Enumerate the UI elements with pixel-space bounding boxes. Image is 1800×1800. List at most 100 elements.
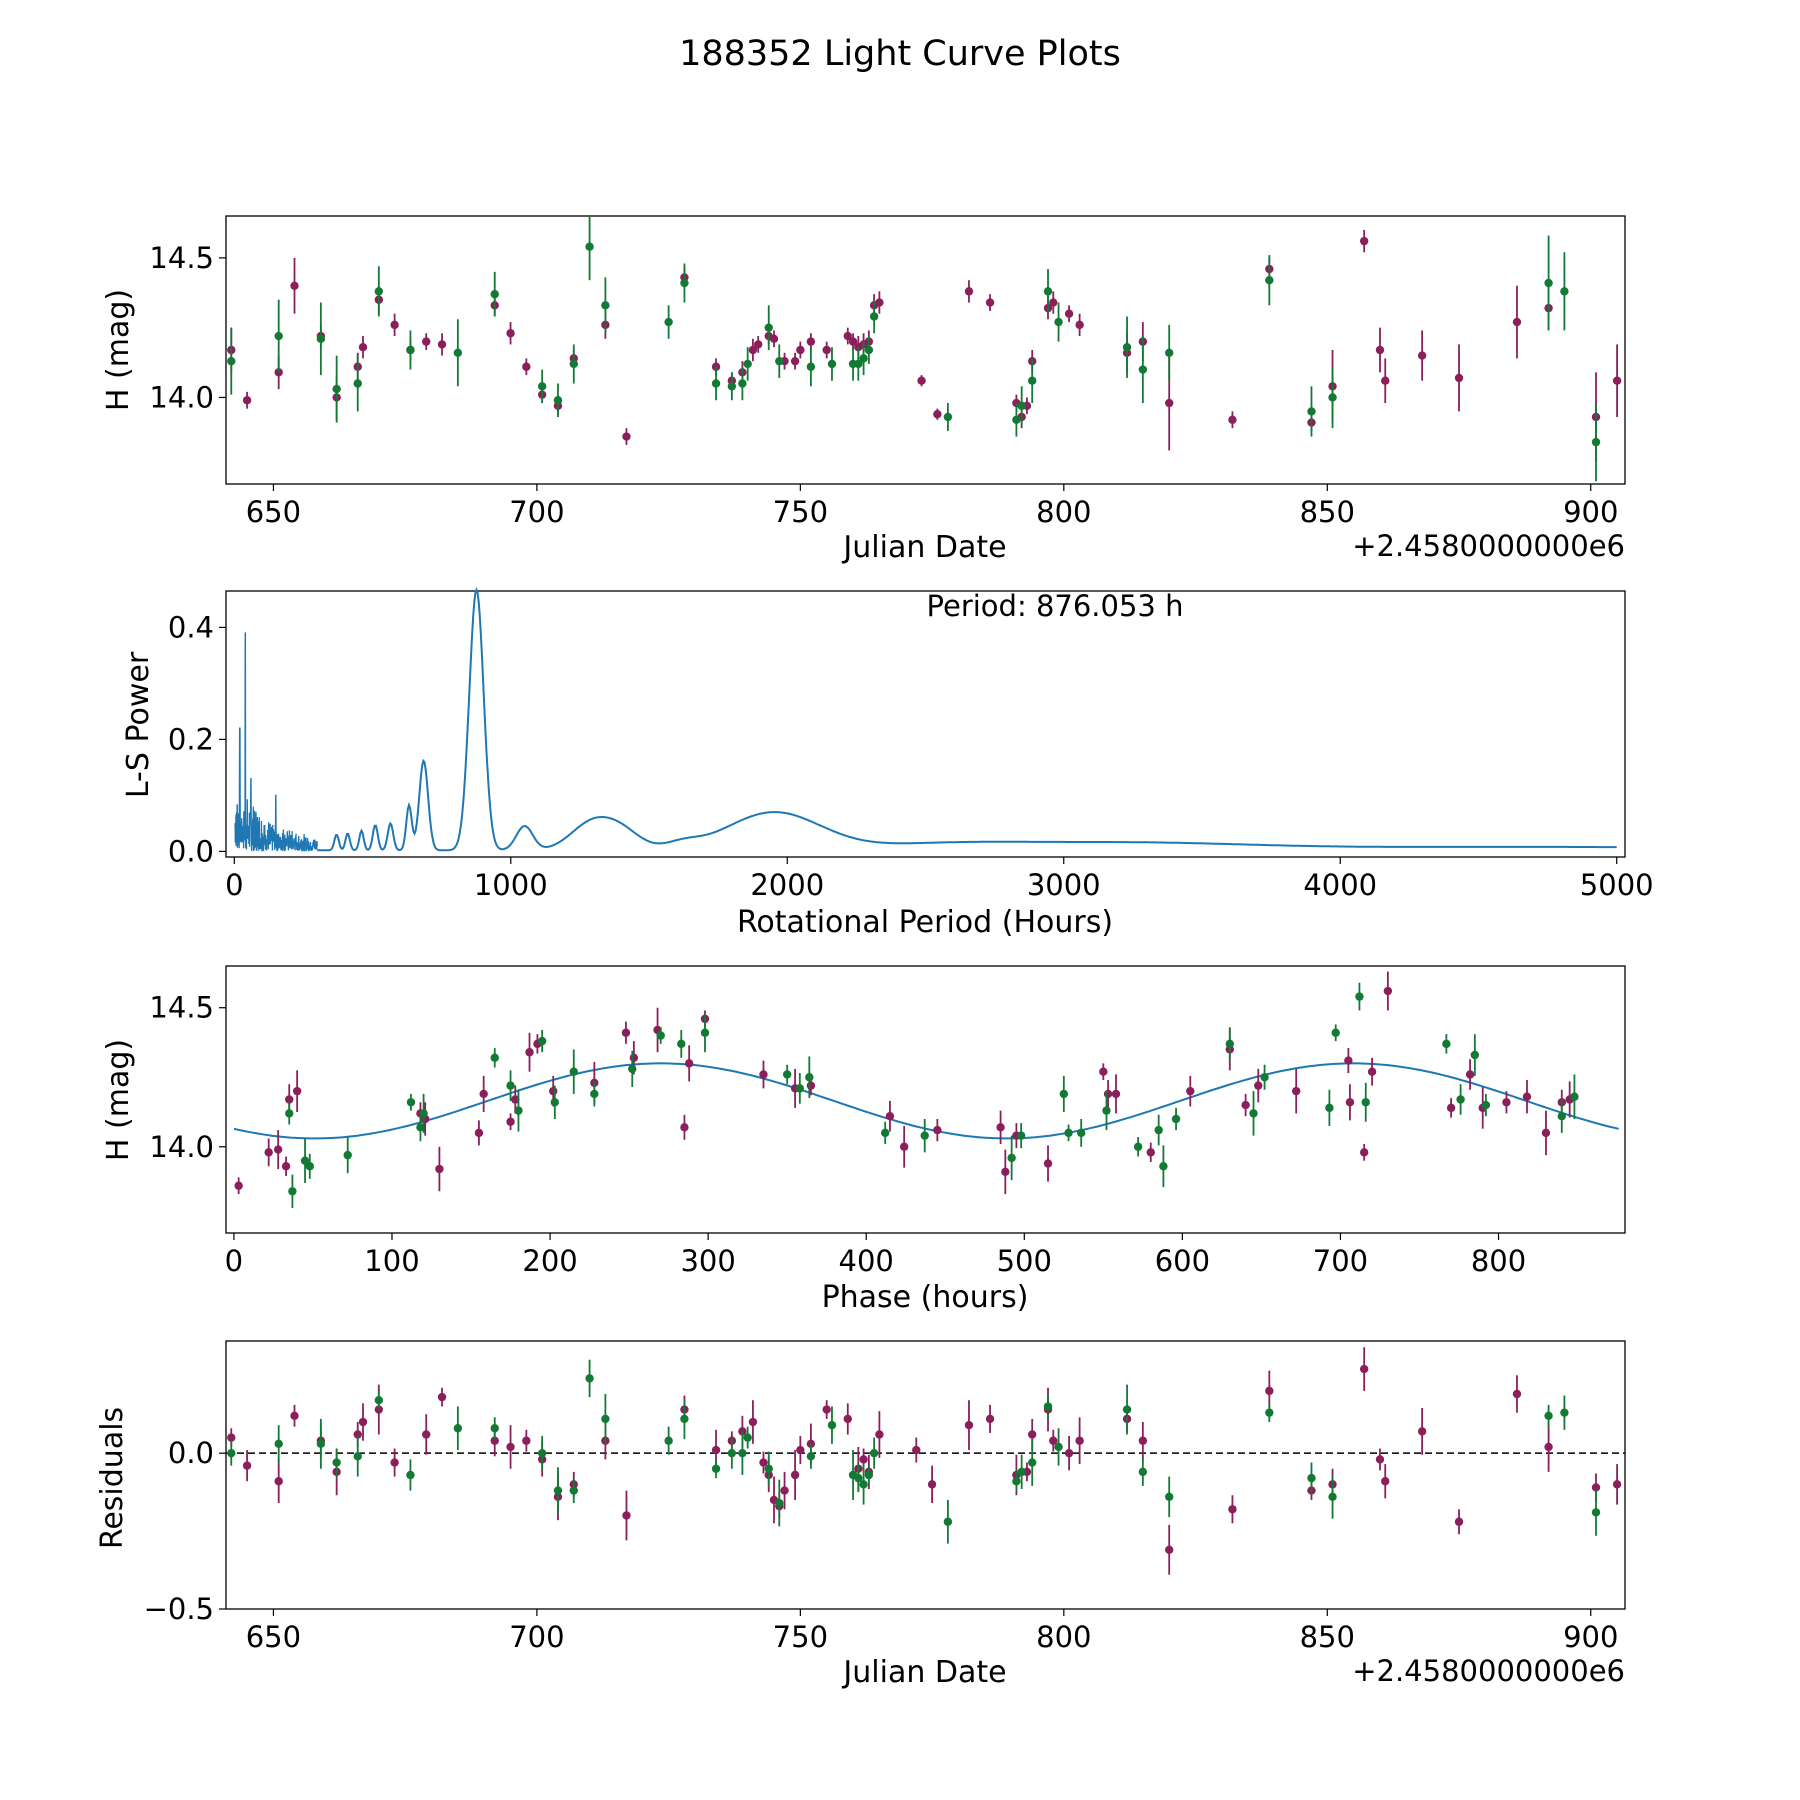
light-curve-point: [1043, 287, 1053, 296]
residuals-point: [353, 1452, 362, 1461]
residuals-point: [453, 1424, 463, 1433]
residuals-point: [964, 1420, 974, 1430]
light-curve-xtick-label: 850: [1300, 495, 1355, 529]
phase-folded-point: [1225, 1039, 1235, 1049]
phase-folded-point: [1456, 1095, 1465, 1104]
phase-folded-point: [1502, 1098, 1511, 1107]
light-curve-point: [1049, 298, 1058, 307]
periodogram-xtick-label: 4000: [1303, 868, 1377, 902]
light-curve-point: [806, 362, 816, 371]
phase-folded-point: [1007, 1153, 1016, 1163]
light-curve-point: [743, 359, 752, 369]
phase-folded-point: [1541, 1128, 1551, 1138]
light-curve-point: [353, 379, 362, 388]
residuals-point: [827, 1420, 837, 1430]
light-curve-point: [917, 376, 926, 385]
residuals-point: [790, 1470, 800, 1480]
phase-folded-xtick-label: 200: [522, 1244, 577, 1278]
residuals-point: [374, 1396, 384, 1405]
residuals-point: [1043, 1402, 1053, 1411]
light-curve-point: [274, 331, 283, 341]
phase-folded-point: [933, 1125, 942, 1135]
phase-folded-point: [288, 1187, 297, 1196]
phase-folded-point: [1111, 1089, 1121, 1099]
phase-folded-point: [1345, 1098, 1355, 1107]
light-curve-point: [748, 345, 758, 355]
phase-folded-point: [1260, 1073, 1269, 1082]
light-curve-ytick-label: 14.5: [149, 241, 214, 275]
light-curve-point: [537, 382, 547, 391]
phase-folded-point: [1133, 1142, 1143, 1151]
residuals-ytick-label: −0.5: [144, 1592, 214, 1626]
light-curve-point: [1612, 376, 1622, 385]
light-curve-point: [664, 317, 673, 327]
light-curve-point: [1165, 348, 1174, 357]
phase-folded-xtick-label: 600: [1155, 1244, 1210, 1278]
phase-folded-point: [885, 1111, 895, 1121]
residuals-point: [875, 1430, 884, 1439]
phase-folded-point: [419, 1109, 428, 1118]
phase-folded-ytick-label: 14.5: [149, 991, 214, 1025]
residuals-point: [664, 1436, 673, 1445]
phase-folded-point: [1102, 1106, 1111, 1115]
phase-folded-point: [1077, 1128, 1086, 1138]
residuals-point: [1012, 1477, 1021, 1486]
residuals-point: [585, 1374, 594, 1383]
residuals-point: [1122, 1405, 1132, 1414]
light-curve-point: [875, 298, 884, 307]
light-curve-point: [1138, 365, 1148, 374]
residuals-point: [1612, 1480, 1622, 1489]
residuals-xtick-label: 700: [509, 1620, 564, 1654]
residuals-point: [622, 1511, 631, 1520]
residuals-point: [506, 1442, 515, 1452]
residuals-point: [764, 1464, 773, 1473]
phase-folded-point: [1361, 1098, 1370, 1107]
phase-folded-point: [549, 1086, 558, 1096]
residuals-point: [1359, 1364, 1369, 1374]
phase-folded-point: [628, 1064, 637, 1074]
periodogram-xtick-label: 3000: [1027, 868, 1101, 902]
phase-folded-point: [1383, 986, 1393, 996]
phase-folded-point: [511, 1095, 520, 1104]
light-curve-point: [390, 320, 399, 330]
light-curve-point: [1165, 398, 1174, 408]
residuals-point: [227, 1448, 236, 1458]
periodogram-curve: [317, 586, 1617, 852]
phase-folded-xtick-label: 400: [839, 1244, 894, 1278]
light-curve-point: [764, 323, 773, 332]
phase-folded-point: [1465, 1070, 1475, 1079]
light-curve-point: [406, 345, 415, 355]
phase-folded-point: [550, 1098, 560, 1107]
residuals-point: [1054, 1442, 1063, 1452]
residuals-frame: [225, 1340, 1626, 1610]
phase-folded-point: [1249, 1109, 1258, 1118]
phase-folded-point: [1154, 1125, 1163, 1135]
phase-folded-point: [629, 1053, 639, 1062]
residuals-xtick-label: 800: [1036, 1620, 1091, 1654]
phase-folded-point: [880, 1128, 890, 1138]
light-curve-point: [1017, 401, 1026, 411]
light-curve-point: [738, 379, 747, 388]
light-curve-point: [437, 340, 447, 349]
residuals-point: [1591, 1483, 1601, 1492]
residuals-point: [422, 1430, 431, 1439]
light-curve-point: [1054, 317, 1063, 327]
light-curve-point: [985, 298, 995, 307]
light-curve-xtick-label: 650: [246, 495, 301, 529]
phase-folded-point: [537, 1036, 547, 1046]
residuals-point: [1017, 1467, 1026, 1477]
residuals-point: [553, 1486, 563, 1495]
phase-folded-point: [1059, 1089, 1069, 1099]
phase-folded-point: [1359, 1148, 1369, 1157]
residuals-point: [1454, 1517, 1464, 1526]
light-curve-point: [506, 329, 515, 338]
phase-folded-point: [300, 1156, 310, 1165]
residuals-point: [843, 1414, 852, 1424]
residuals-xtick-label: 850: [1300, 1620, 1355, 1654]
residuals-point: [1075, 1436, 1084, 1445]
phase-folded-xtick-label: 300: [680, 1244, 735, 1278]
phase-folded-point: [506, 1081, 515, 1090]
residuals-point: [1591, 1508, 1601, 1517]
phase-folded-point: [1103, 1089, 1113, 1099]
residuals-point: [1138, 1436, 1148, 1445]
